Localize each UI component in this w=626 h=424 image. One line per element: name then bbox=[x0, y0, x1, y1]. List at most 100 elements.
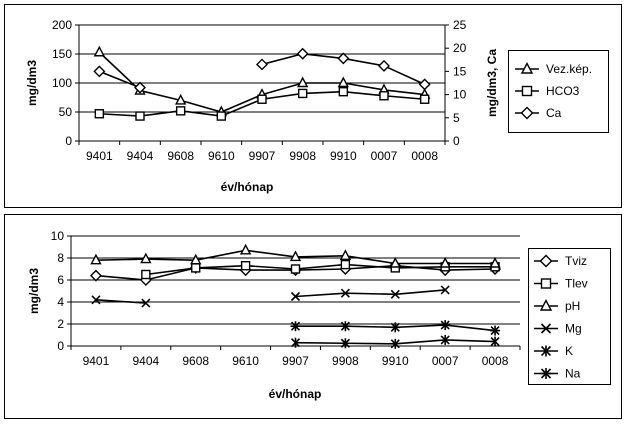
top-y-tick-label: 0 bbox=[65, 134, 72, 148]
top-y2-tick-label: 25 bbox=[453, 18, 467, 32]
top-point-vez-k-p bbox=[337, 76, 349, 88]
bottom-point-mg bbox=[141, 298, 151, 308]
bottom-legend-label-k: K bbox=[565, 344, 573, 358]
bottom-point-k bbox=[290, 337, 301, 348]
bottom-point-na bbox=[290, 321, 301, 332]
top-point-hco3 bbox=[338, 86, 349, 97]
top-x-tick-label: 9908 bbox=[289, 149, 316, 163]
bottom-legend-marker-ph bbox=[539, 298, 553, 311]
top-y2-tick-label: 10 bbox=[453, 88, 467, 102]
bottom-x-tick-label: 9401 bbox=[83, 354, 110, 368]
bottom-line-tlev bbox=[145, 263, 496, 276]
bottom-legend-marker-k bbox=[540, 345, 552, 357]
bottom-y-tick-label: 6 bbox=[57, 273, 64, 287]
top-x-tick-label: 9404 bbox=[127, 149, 154, 163]
bottom-point-mg bbox=[440, 285, 450, 295]
bottom-point-k bbox=[440, 334, 450, 345]
top-x-tick-label: 9907 bbox=[249, 149, 276, 163]
top-line-ca bbox=[99, 70, 141, 89]
top-legend: Vez.kép. HCO3 Ca bbox=[515, 61, 592, 120]
bottom-point-tlev bbox=[340, 259, 351, 270]
top-series-markers bbox=[93, 45, 431, 121]
top-x-tick-label: 9401 bbox=[86, 149, 113, 163]
top-y-axis-title: mg/dm3 bbox=[25, 60, 39, 106]
bottom-legend-marker-na bbox=[540, 368, 552, 379]
bottom-x-axis-title: év/hónap bbox=[269, 387, 322, 401]
top-x-tick-label: 0008 bbox=[411, 149, 438, 163]
top-point-ca bbox=[134, 81, 146, 94]
top-y2-axis-title: mg/dm3, Ca bbox=[485, 49, 499, 117]
bottom-x-tick-label: 9910 bbox=[382, 354, 409, 368]
top-legend-marker-ca bbox=[520, 106, 534, 120]
top-x-tick-label: 9610 bbox=[208, 149, 235, 163]
bottom-y-tick-label: 10 bbox=[51, 229, 65, 243]
bottom-x-tick-label: 9404 bbox=[132, 354, 159, 368]
bottom-point-tlev bbox=[290, 264, 301, 274]
bottom-x-tick-label: 0007 bbox=[432, 354, 459, 368]
bottom-point-ph bbox=[190, 253, 202, 265]
top-point-ca bbox=[93, 65, 106, 78]
bottom-point-ph bbox=[389, 257, 401, 268]
top-legend-label-ca: Ca bbox=[546, 106, 562, 120]
bottom-legend-box bbox=[528, 248, 611, 385]
bottom-legend-marker-mg bbox=[540, 323, 552, 334]
top-y2-tick-label: 15 bbox=[453, 64, 467, 78]
bottom-y-axis-title: mg/dm3 bbox=[27, 268, 41, 314]
top-point-ca bbox=[378, 59, 390, 72]
bottom-legend-label-na: Na bbox=[565, 367, 581, 381]
bottom-series-markers bbox=[89, 243, 502, 349]
bottom-point-na bbox=[390, 322, 401, 333]
top-legend-label-vez-k-p: Vez.kép. bbox=[546, 62, 592, 76]
bottom-legend-label-tlev: Tlev bbox=[565, 277, 588, 291]
bottom-y-tick-label: 8 bbox=[57, 251, 64, 265]
bottom-y-tick-label: 0 bbox=[57, 339, 64, 353]
bottom-point-ph bbox=[239, 243, 252, 255]
top-y2-tick-label: 5 bbox=[453, 111, 460, 125]
top-legend-marker-vez-k-p bbox=[520, 61, 534, 74]
bottom-point-ph bbox=[339, 249, 352, 260]
top-legend-label-hco3: HCO3 bbox=[546, 84, 580, 98]
top-point-hco3 bbox=[419, 94, 430, 104]
bottom-x-tick-label: 9908 bbox=[332, 354, 359, 368]
bottom-point-ph bbox=[489, 257, 501, 268]
top-point-ca bbox=[256, 58, 268, 71]
bottom-point-mg bbox=[390, 289, 400, 299]
top-point-hco3 bbox=[379, 91, 389, 101]
bottom-chart: 0 2 4 6 8 10 9401 9404 9608 9610 9907 9908 9910 0007 0… bbox=[27, 229, 611, 401]
bottom-line-mg bbox=[95, 299, 146, 304]
bottom-point-tlev bbox=[191, 263, 201, 273]
top-x-axis-title: év/hónap bbox=[221, 180, 274, 194]
bottom-y-tick-label: 2 bbox=[57, 317, 64, 331]
bottom-point-k bbox=[390, 338, 400, 349]
bottom-point-mg bbox=[91, 295, 101, 305]
bottom-x-tick-label: 9907 bbox=[282, 354, 309, 368]
bottom-point-na bbox=[490, 325, 501, 336]
top-x-tick-label: 0007 bbox=[371, 149, 398, 163]
bottom-legend-label-tviz: Tviz bbox=[565, 254, 587, 268]
top-y-tick-label: 100 bbox=[52, 76, 72, 90]
top-y-tick-label: 200 bbox=[52, 18, 72, 32]
top-y-tick-label: 50 bbox=[59, 105, 73, 119]
top-point-hco3 bbox=[94, 109, 105, 119]
top-y2-tick-label: 20 bbox=[453, 41, 467, 55]
top-chart: 0 50 100 150 200 0 5 10 15 20 25 9401 9404 9608 9610 99… bbox=[25, 18, 609, 194]
bottom-point-mg bbox=[340, 288, 350, 298]
top-legend-marker-hco3 bbox=[521, 85, 533, 97]
bottom-point-ph bbox=[90, 253, 102, 265]
top-axes bbox=[75, 24, 449, 145]
top-point-hco3 bbox=[216, 111, 227, 121]
bottom-x-tick-label: 9610 bbox=[232, 354, 259, 368]
top-point-hco3 bbox=[297, 88, 308, 99]
top-point-hco3 bbox=[135, 111, 145, 121]
bottom-point-ph bbox=[439, 257, 451, 268]
bottom-legend-label-mg: Mg bbox=[565, 322, 582, 336]
top-point-vez-k-p bbox=[175, 93, 187, 105]
bottom-point-ph bbox=[140, 252, 152, 264]
bottom-point-tviz bbox=[89, 269, 102, 282]
bottom-tick-labels: 0 2 4 6 8 10 9401 9404 9608 9610 9907 9908 9910 0007 0… bbox=[51, 229, 509, 368]
top-x-tick-label: 9910 bbox=[330, 149, 357, 163]
bottom-point-na bbox=[340, 321, 351, 332]
top-y-tick-label: 150 bbox=[52, 47, 72, 61]
top-x-tick-label: 9608 bbox=[167, 149, 194, 163]
